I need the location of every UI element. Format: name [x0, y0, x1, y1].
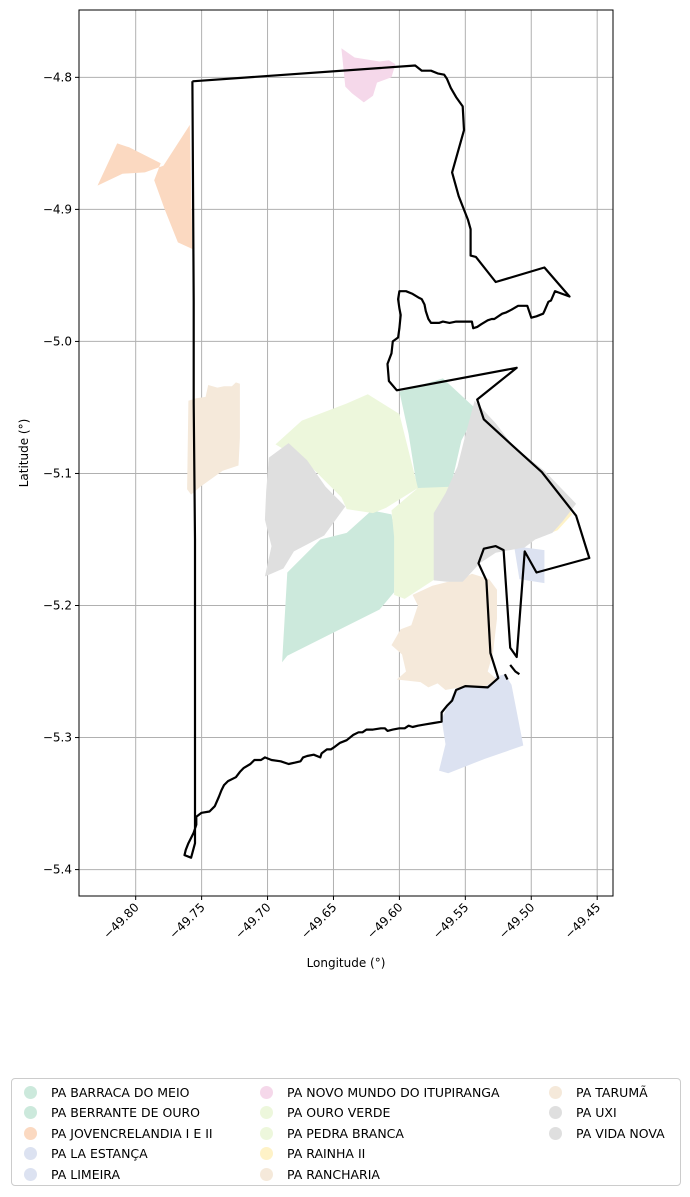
x-tick-label: −49.50	[496, 900, 537, 941]
legend-marker	[260, 1168, 273, 1181]
y-tick-label: −5.0	[43, 334, 72, 348]
region-pa-limeira: PA LIMEIRA	[439, 674, 524, 774]
legend-label: PA OURO VERDE	[287, 1105, 391, 1120]
legend-label: PA RANCHARIA	[287, 1167, 380, 1182]
legend-label: PA TARUMÃ	[576, 1085, 648, 1100]
legend-marker	[24, 1106, 37, 1119]
legend-item: PA PEDRA BRANCA	[260, 1126, 404, 1141]
legend-label: PA LA ESTANÇA	[51, 1146, 148, 1161]
x-tick-label: −49.65	[298, 900, 339, 941]
legend-label: PA BARRACA DO MEIO	[51, 1085, 190, 1100]
legend-label: PA JOVENCRELANDIA I E II	[51, 1126, 213, 1141]
region-pa-berrante-de-ouro: PA BERRANTE DE OURO	[282, 510, 396, 663]
region-pa-jovencrelandia-i-e-ii: PA JOVENCRELANDIA I E II	[97, 124, 193, 249]
x-tick-label: −49.80	[101, 900, 142, 941]
legend-marker	[549, 1127, 562, 1140]
x-axis-label: Longitude (°)	[307, 956, 386, 970]
legend-label: PA LIMEIRA	[51, 1167, 121, 1182]
legend-marker	[260, 1106, 273, 1119]
legend-label: PA NOVO MUNDO DO ITUPIRANGA	[287, 1085, 500, 1100]
legend-item: PA TARUMÃ	[549, 1085, 648, 1100]
y-tick-label: −5.3	[43, 731, 72, 745]
boundary-line	[503, 673, 509, 680]
x-tick-label: −49.55	[430, 900, 471, 941]
y-tick-label: −4.9	[43, 202, 72, 216]
region-pa-la-estan-a: PA LA ESTANÇA	[514, 546, 545, 584]
y-axis-label: Latitude (°)	[17, 419, 31, 488]
legend-item: PA RAINHA II	[260, 1146, 365, 1161]
region-pa-tarum-: PA TARUMÃ	[391, 573, 497, 690]
legend-marker	[260, 1127, 273, 1140]
legend-item: PA BERRANTE DE OURO	[24, 1105, 200, 1120]
legend-marker	[24, 1127, 37, 1140]
legend-marker	[260, 1147, 273, 1160]
x-tick-label: −49.45	[562, 900, 603, 941]
y-tick-label: −5.2	[43, 599, 72, 613]
legend-marker	[24, 1147, 37, 1160]
legend-marker	[24, 1086, 37, 1099]
legend-item: PA NOVO MUNDO DO ITUPIRANGA	[260, 1085, 500, 1100]
y-tick-label: −4.8	[43, 70, 72, 84]
region-pa-rancharia: PA RANCHARIA	[187, 382, 240, 495]
legend-label: PA RAINHA II	[287, 1146, 366, 1161]
legend-label: PA VIDA NOVA	[576, 1126, 665, 1141]
region-pa-uxi: PA UXI	[264, 443, 346, 577]
region-pa-vida-nova: PA VIDA NOVA	[433, 400, 577, 582]
boundary-line	[509, 664, 521, 676]
legend-item: PA LA ESTANÇA	[24, 1146, 148, 1161]
legend-item: PA JOVENCRELANDIA I E II	[24, 1126, 213, 1141]
legend-label: PA UXI	[576, 1105, 617, 1120]
legend-marker	[260, 1086, 273, 1099]
legend-marker	[549, 1106, 562, 1119]
legend-item: PA RANCHARIA	[260, 1167, 380, 1182]
legend-item: PA UXI	[549, 1105, 617, 1120]
legend-label: PA PEDRA BRANCA	[287, 1126, 404, 1141]
legend-item: PA OURO VERDE	[260, 1105, 390, 1120]
legend-item: PA VIDA NOVA	[549, 1126, 665, 1141]
legend-label: PA BERRANTE DE OURO	[51, 1105, 201, 1120]
region-pa-novo-mundo-do-itupiranga: PA NOVO MUNDO DO ITUPIRANGA	[341, 48, 396, 103]
region-pa-barraca-do-meio: PA BARRACA DO MEIO	[399, 378, 478, 494]
x-tick-label: −49.75	[166, 900, 207, 941]
y-tick-label: −5.1	[43, 466, 72, 480]
y-tick-label: −5.4	[43, 863, 72, 877]
municipality-boundary	[183, 64, 591, 859]
legend: PA BARRACA DO MEIO PA BERRANTE DE OURO PA …	[11, 1078, 681, 1186]
x-tick-label: −49.70	[232, 900, 273, 941]
legend-item: PA LIMEIRA	[24, 1167, 120, 1182]
legend-marker	[24, 1168, 37, 1181]
region-pa-ouro-verde: PA OURO VERDE	[275, 394, 418, 514]
boundary-line	[183, 64, 591, 859]
axes-frame	[78, 9, 614, 897]
legend-marker	[549, 1086, 562, 1099]
legend-item: PA BARRACA DO MEIO	[24, 1085, 189, 1100]
x-tick-label: −49.60	[364, 900, 405, 941]
